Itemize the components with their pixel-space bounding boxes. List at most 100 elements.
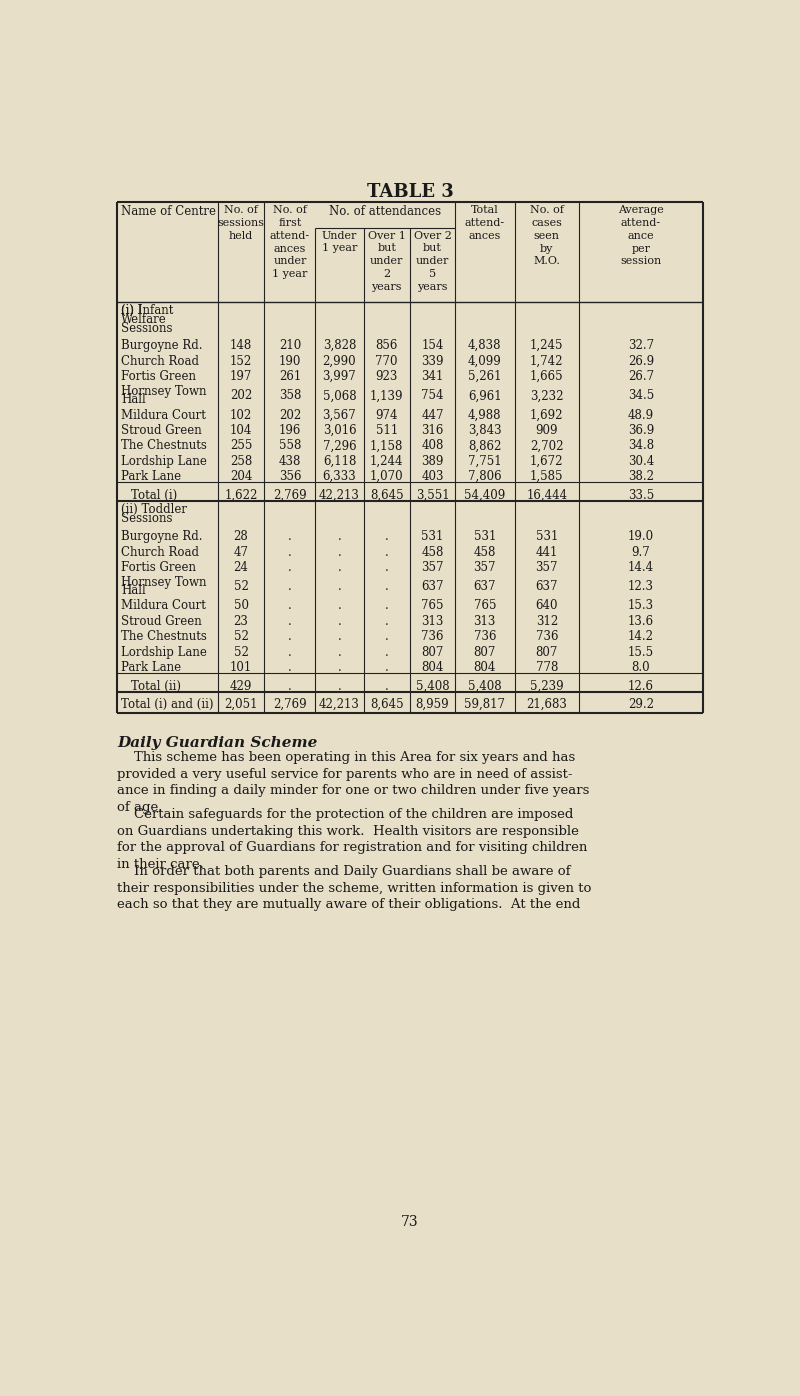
Text: No. of
cases
seen
by
M.O.: No. of cases seen by M.O. (530, 205, 564, 267)
Text: 8,959: 8,959 (416, 698, 450, 711)
Text: 3,016: 3,016 (322, 424, 356, 437)
Text: 52: 52 (234, 581, 249, 593)
Text: 5,068: 5,068 (322, 389, 356, 402)
Text: 42,213: 42,213 (319, 698, 360, 711)
Text: 313: 313 (422, 614, 444, 628)
Text: 909: 909 (535, 424, 558, 437)
Text: .: . (338, 599, 342, 613)
Text: 38.2: 38.2 (628, 470, 654, 483)
Text: 1,585: 1,585 (530, 470, 563, 483)
Text: Name of Centre: Name of Centre (121, 205, 216, 218)
Text: In order that both parents and Daily Guardians shall be aware of
their responsib: In order that both parents and Daily Gua… (117, 866, 591, 912)
Text: .: . (385, 561, 389, 574)
Text: .: . (288, 599, 292, 613)
Text: 54,409: 54,409 (464, 489, 506, 501)
Text: 102: 102 (230, 409, 252, 422)
Text: 73: 73 (401, 1215, 419, 1228)
Text: .: . (288, 662, 292, 674)
Text: 190: 190 (278, 355, 301, 367)
Text: 2,990: 2,990 (322, 355, 356, 367)
Text: .: . (385, 646, 389, 659)
Text: Total (i): Total (i) (131, 489, 178, 501)
Text: Under
1 year: Under 1 year (322, 230, 357, 254)
Text: Total (ii): Total (ii) (131, 680, 181, 692)
Text: 33.5: 33.5 (628, 489, 654, 501)
Text: Fortis Green: Fortis Green (121, 561, 196, 574)
Text: 856: 856 (375, 339, 398, 352)
Text: 26.9: 26.9 (628, 355, 654, 367)
Text: 1,665: 1,665 (530, 370, 563, 383)
Text: 19.0: 19.0 (628, 530, 654, 543)
Text: Average
attend-
ance
per
session: Average attend- ance per session (618, 205, 664, 267)
Text: .: . (338, 630, 342, 644)
Text: Fortis Green: Fortis Green (121, 370, 196, 383)
Text: .: . (288, 581, 292, 593)
Text: 7,296: 7,296 (322, 440, 356, 452)
Text: 6,961: 6,961 (468, 389, 502, 402)
Text: 511: 511 (376, 424, 398, 437)
Text: .: . (385, 662, 389, 674)
Text: No. of
first
attend-
ances
under
1 year: No. of first attend- ances under 1 year (270, 205, 310, 279)
Text: Stroud Green: Stroud Green (121, 424, 202, 437)
Text: 3,828: 3,828 (322, 339, 356, 352)
Text: 637: 637 (474, 581, 496, 593)
Text: 104: 104 (230, 424, 252, 437)
Text: 28: 28 (234, 530, 249, 543)
Text: 770: 770 (375, 355, 398, 367)
Text: Hall: Hall (121, 584, 146, 597)
Text: .: . (288, 530, 292, 543)
Text: 258: 258 (230, 455, 252, 468)
Text: 1,139: 1,139 (370, 389, 403, 402)
Text: (i) Infant: (i) Infant (121, 304, 174, 317)
Text: 403: 403 (422, 470, 444, 483)
Text: 804: 804 (422, 662, 444, 674)
Text: 36.9: 36.9 (628, 424, 654, 437)
Text: 458: 458 (422, 546, 444, 558)
Text: 30.4: 30.4 (628, 455, 654, 468)
Text: 4,099: 4,099 (468, 355, 502, 367)
Text: 441: 441 (536, 546, 558, 558)
Text: 2,702: 2,702 (530, 440, 563, 452)
Text: Burgoyne Rd.: Burgoyne Rd. (121, 339, 202, 352)
Text: Lordship Lane: Lordship Lane (121, 646, 206, 659)
Text: 447: 447 (422, 409, 444, 422)
Text: .: . (338, 581, 342, 593)
Text: 23: 23 (234, 614, 249, 628)
Text: .: . (288, 561, 292, 574)
Text: The Chestnuts: The Chestnuts (121, 440, 206, 452)
Text: 531: 531 (474, 530, 496, 543)
Text: 152: 152 (230, 355, 252, 367)
Text: 4,838: 4,838 (468, 339, 502, 352)
Text: 923: 923 (375, 370, 398, 383)
Text: 26.7: 26.7 (628, 370, 654, 383)
Text: No. of
sessions
held: No. of sessions held (218, 205, 265, 242)
Text: 558: 558 (278, 440, 301, 452)
Text: 12.6: 12.6 (628, 680, 654, 692)
Text: 7,806: 7,806 (468, 470, 502, 483)
Text: 14.2: 14.2 (628, 630, 654, 644)
Text: 804: 804 (474, 662, 496, 674)
Text: 8,645: 8,645 (370, 489, 403, 501)
Text: 5,261: 5,261 (468, 370, 502, 383)
Text: 24: 24 (234, 561, 249, 574)
Text: 637: 637 (422, 581, 444, 593)
Text: 3,997: 3,997 (322, 370, 356, 383)
Text: 47: 47 (234, 546, 249, 558)
Text: 1,742: 1,742 (530, 355, 563, 367)
Text: 1,672: 1,672 (530, 455, 563, 468)
Text: 1,622: 1,622 (224, 489, 258, 501)
Text: 8,645: 8,645 (370, 698, 403, 711)
Text: .: . (385, 630, 389, 644)
Text: .: . (385, 546, 389, 558)
Text: Hall: Hall (121, 394, 146, 406)
Text: .: . (288, 546, 292, 558)
Text: Mildura Court: Mildura Court (121, 599, 206, 613)
Text: Park Lane: Park Lane (121, 662, 181, 674)
Text: 15.3: 15.3 (628, 599, 654, 613)
Text: 531: 531 (422, 530, 444, 543)
Text: Total
attend-
ances: Total attend- ances (465, 205, 505, 242)
Text: 16,444: 16,444 (526, 489, 567, 501)
Text: 5,239: 5,239 (530, 680, 563, 692)
Text: 807: 807 (474, 646, 496, 659)
Text: 637: 637 (535, 581, 558, 593)
